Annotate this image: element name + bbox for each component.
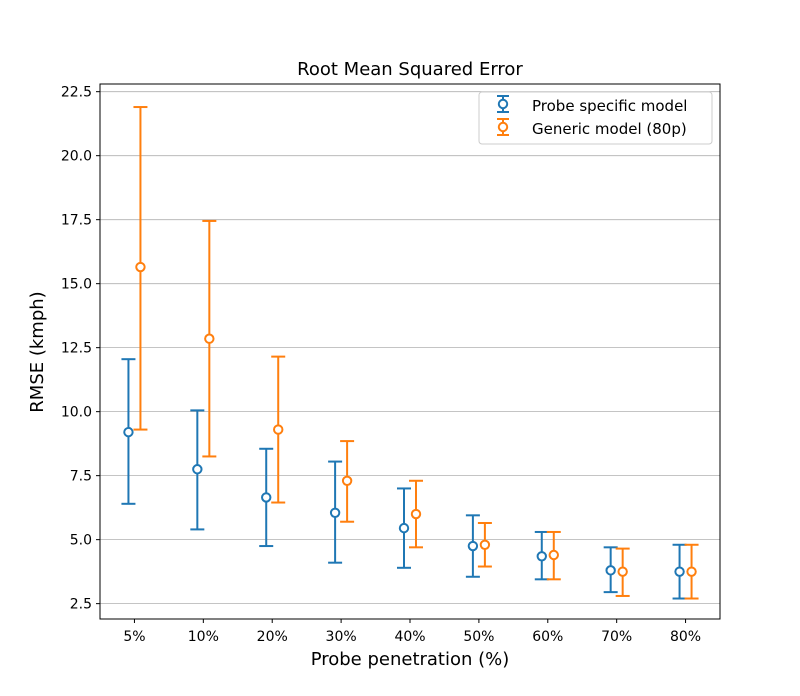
data-point: [123, 426, 134, 438]
axes: 2.5 5.0 7.5 10.0 12.5 15.0 17.5 20.0 22.5 5% 10% 20…: [61, 85, 701, 645]
data-point: [273, 424, 284, 435]
data-point: [192, 464, 203, 475]
y-tick-label: 15.0: [61, 277, 92, 293]
data-point: [398, 522, 410, 534]
legend-label-probe-specific: Probe specific model: [532, 97, 687, 115]
data-point: [536, 551, 547, 562]
y-tick-label: 10.0: [61, 405, 92, 421]
x-tick-label: 10%: [188, 629, 219, 645]
series-generic: [133, 106, 699, 600]
x-tick-label: 70%: [601, 629, 632, 645]
chart-title: Root Mean Squared Error: [297, 59, 523, 80]
legend-marker: [497, 98, 509, 110]
x-tick-label: 50%: [463, 629, 494, 645]
series-probe-specific: [121, 358, 687, 600]
legend: Probe specific model Generic model (80p): [478, 91, 713, 145]
data-point: [479, 539, 491, 550]
data-point: [341, 475, 353, 486]
data-point: [548, 549, 559, 561]
legend-marker: [497, 121, 509, 133]
data-series: [121, 106, 699, 600]
legend-label-generic: Generic model (80p): [532, 120, 687, 138]
data-point: [135, 261, 146, 273]
data-point: [410, 508, 422, 520]
x-tick-label: 60%: [532, 629, 563, 645]
data-point: [204, 333, 215, 344]
y-tick-label: 7.5: [70, 469, 92, 485]
y-tick-label: 2.5: [70, 597, 92, 613]
legend-frame: [478, 91, 713, 145]
x-tick-label: 40%: [394, 629, 425, 645]
x-axis-label: Probe penetration (%): [311, 649, 510, 670]
y-tick-label: 17.5: [61, 213, 92, 229]
data-point: [686, 566, 697, 577]
legend-markers: [497, 95, 509, 136]
y-axis-label: RMSE (kmph): [27, 291, 48, 412]
x-tick-label: 20%: [257, 629, 288, 645]
data-point: [617, 566, 628, 577]
y-tick-label: 22.5: [61, 85, 92, 101]
data-point: [605, 565, 616, 576]
x-tick-label: 5%: [123, 629, 145, 645]
grid-lines: [100, 91, 720, 605]
data-point: [674, 566, 685, 577]
y-tick-label: 5.0: [70, 533, 92, 549]
data-point: [329, 507, 341, 518]
data-point: [467, 540, 479, 552]
data-point: [261, 492, 272, 503]
y-tick-label: 20.0: [61, 149, 92, 165]
x-tick-label: 80%: [670, 629, 701, 645]
x-tick-label: 30%: [326, 629, 357, 645]
y-tick-label: 12.5: [61, 341, 92, 357]
